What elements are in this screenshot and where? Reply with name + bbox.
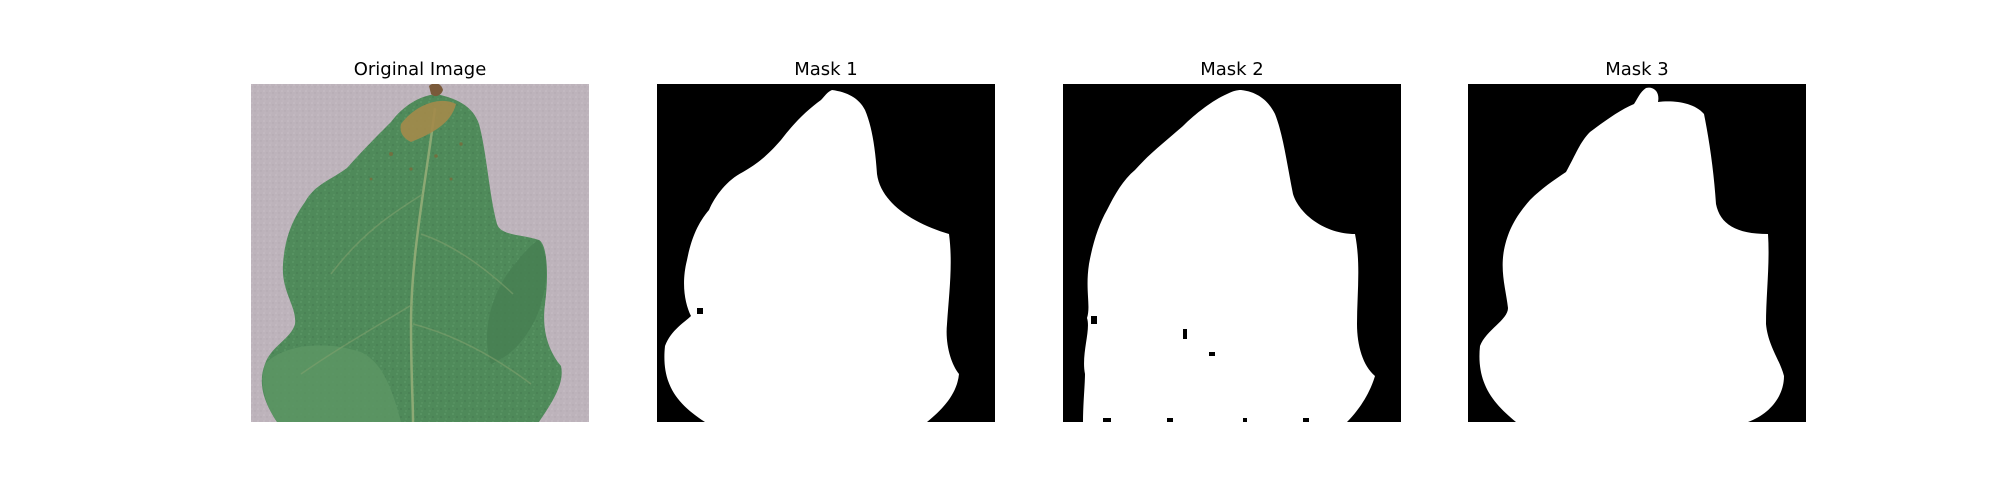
mask-foreground (1479, 87, 1784, 422)
panel-title: Mask 1 (794, 59, 858, 80)
mask-bottom-gaps (1103, 418, 1309, 422)
mask-speck (745, 410, 757, 413)
mask-3-image (1468, 84, 1806, 422)
leaf-vein (300, 303, 414, 375)
panel-title: Original Image (353, 59, 487, 80)
mask-foreground (664, 90, 959, 422)
leaf-diseased-tip (400, 100, 456, 142)
original-leaf-image (251, 84, 589, 422)
panel-mask-3: Mask 3 (1468, 0, 1806, 500)
mask-2-image (1063, 84, 1401, 422)
leaf-disease-spots (369, 142, 463, 181)
leaf-stem (429, 84, 443, 97)
panel-original-image: Original Image (251, 0, 589, 500)
leaf-vein (412, 323, 532, 385)
panel-mask-1: Mask 1 (657, 0, 995, 500)
panel-title: Mask 3 (1605, 59, 1669, 80)
mask-holes (1091, 316, 1215, 356)
mask-foreground (1083, 90, 1375, 422)
mask-1-image (657, 84, 995, 422)
leaf-right-lobe (487, 240, 547, 364)
leaf-body (261, 94, 562, 422)
mask-hole (697, 308, 703, 314)
panel-mask-2: Mask 2 (1063, 0, 1401, 500)
leaf-left-lobe (262, 345, 401, 422)
leaf-vein (420, 233, 514, 295)
leaf-vein (330, 193, 424, 275)
leaf-midrib (409, 107, 437, 422)
panel-title: Mask 2 (1200, 59, 1264, 80)
